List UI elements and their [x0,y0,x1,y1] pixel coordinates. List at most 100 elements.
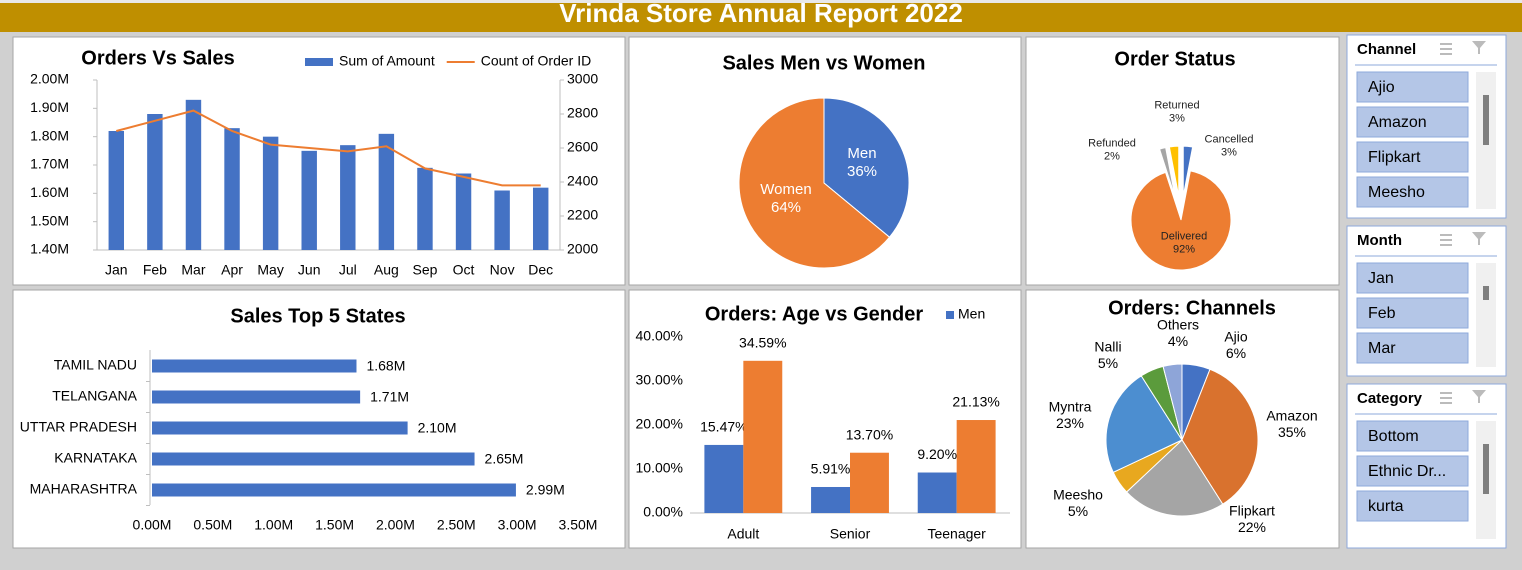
y-tick-label: MAHARASHTRA [30,481,138,497]
slice-label: Meesho [1053,486,1103,502]
x-tick-label: 0.50M [193,517,232,533]
slicer-item-label[interactable]: Ajio [1368,79,1395,96]
slicer-item[interactable] [1356,490,1469,522]
slice-value-label: 5% [1068,503,1088,519]
slice-value-label: 3% [1221,147,1237,159]
scroll-thumb[interactable] [1483,95,1489,145]
slicer-item[interactable] [1356,332,1469,364]
chart-title: Sales Top 5 States [230,305,405,327]
slicer-item[interactable] [1356,106,1469,138]
legend-label: Count of Order ID [481,53,592,69]
scroll-thumb[interactable] [1483,444,1489,494]
bar [301,150,317,250]
bar [417,167,433,250]
slicer-item-label[interactable]: kurta [1368,498,1404,515]
scroll-thumb[interactable] [1483,286,1489,300]
chart-title: Sales Men vs Women [722,52,925,74]
chart-title: Orders Vs Sales [81,47,234,69]
slicer-item-label[interactable]: Jan [1368,270,1394,287]
chart-title: Orders: Channels [1108,297,1276,319]
y-tick-label: UTTAR PRADESH [20,419,137,435]
value-label: 2.10M [418,420,457,436]
y2-tick-label: 2400 [567,173,598,189]
x-tick-label: Apr [221,262,243,278]
y2-tick-label: 2600 [567,139,598,155]
chart-title: Order Status [1114,48,1235,70]
bar [224,128,240,250]
slicer-item-label[interactable]: Ethnic Dr... [1368,463,1446,480]
x-tick-label: Senior [830,526,871,542]
slicer-item-label[interactable]: Mar [1368,340,1396,357]
pie-slice [1182,145,1194,197]
slicer-item[interactable] [1356,455,1469,487]
y-tick-label: 1.50M [30,212,69,228]
pie-slice [738,97,891,269]
x-tick-label: 0.00M [133,517,172,533]
bar [956,420,996,513]
bar [494,190,510,250]
x-tick-label: 3.50M [559,517,598,533]
x-tick-label: Jun [298,262,321,278]
legend-swatch [305,58,333,66]
x-tick-label: 3.00M [498,517,537,533]
bar [455,173,472,250]
y-tick-label: 1.40M [30,241,69,257]
x-tick-label: Teenager [927,526,986,542]
slicer-item[interactable] [1356,262,1469,294]
pie-slice [1158,147,1176,197]
x-tick-label: Adult [727,526,759,542]
line [116,109,541,187]
value-label: 34.59% [739,335,786,351]
slice-label: Others [1157,316,1199,332]
bar [262,136,279,250]
y-tick-label: 20.00% [636,416,683,432]
value-label: 1.71M [370,389,409,405]
slice-value-label: 5% [1098,355,1118,371]
slicer-item[interactable] [1356,297,1469,329]
slicer-item[interactable] [1356,71,1469,103]
slice-label: Cancelled [1205,133,1254,145]
slicer-title: Channel [1357,41,1416,58]
slicer-item[interactable] [1356,141,1469,173]
clear-filter-icon[interactable] [1472,41,1486,54]
pie-slice [1125,439,1224,517]
y-tick-label: 30.00% [636,372,683,388]
x-tick-label: 2.00M [376,517,415,533]
panel [12,289,626,549]
x-tick-label: Jan [105,262,128,278]
value-label: 9.20% [917,446,957,462]
slicer-item-label[interactable]: Bottom [1368,428,1419,445]
slicer-item-label[interactable]: Flipkart [1368,149,1421,166]
x-tick-label: 1.00M [254,517,293,533]
slice-label: Returned [1154,99,1199,111]
bar [811,486,850,513]
slice-value-label: 23% [1056,415,1084,431]
bar [743,360,783,513]
legend-label: Men [958,306,985,322]
y-tick-label: 1.80M [30,127,69,143]
pie-slice [823,97,910,238]
slicer-title: Category [1357,390,1423,407]
bar [185,99,202,250]
slice-value-label: 22% [1238,519,1266,535]
slicer-item-label[interactable]: Feb [1368,305,1396,322]
bar [340,145,356,250]
y2-tick-label: 2000 [567,241,598,257]
slice-label: Amazon [1266,407,1317,423]
sheet-strip [0,0,1522,3]
bar [152,359,357,373]
slicer-item-label[interactable]: Amazon [1368,114,1427,131]
y-tick-label: 40.00% [636,328,683,344]
value-label: 2.65M [485,451,524,467]
slicer-item[interactable] [1356,176,1469,208]
clear-filter-icon[interactable] [1472,390,1486,403]
clear-filter-icon[interactable] [1472,232,1486,245]
value-label: 1.68M [366,358,405,374]
slicer-item[interactable] [1356,420,1469,452]
slice-label: Women [760,181,811,198]
value-label: 21.13% [952,394,999,410]
y-tick-label: 1.90M [30,99,69,115]
x-tick-label: Oct [453,262,475,278]
slicer-item-label[interactable]: Meesho [1368,184,1425,201]
